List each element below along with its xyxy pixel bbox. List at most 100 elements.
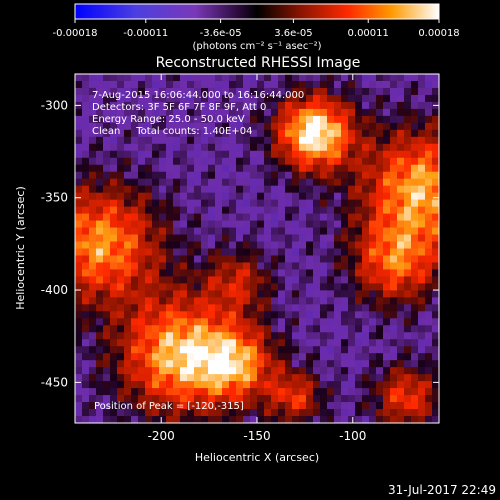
heatmap-cell	[201, 122, 209, 131]
heatmap-cell	[124, 171, 132, 180]
heatmap-cell	[341, 115, 349, 124]
heatmap-cell	[341, 388, 349, 396]
heatmap-cell	[292, 192, 300, 201]
heatmap-cell	[271, 213, 279, 221]
heatmap-cell	[117, 374, 125, 382]
heatmap-cell	[390, 129, 398, 138]
heatmap-cell	[397, 178, 405, 187]
heatmap-cell	[166, 325, 174, 333]
heatmap-cell	[383, 276, 391, 284]
heatmap-cell	[89, 339, 97, 347]
heatmap-cell	[411, 311, 419, 319]
heatmap-cell	[341, 262, 349, 270]
heatmap-cell	[110, 234, 118, 242]
heatmap-cell	[327, 220, 335, 228]
heatmap-cell	[103, 346, 111, 354]
heatmap-cell	[292, 318, 300, 326]
heatmap-cell	[117, 290, 125, 298]
heatmap-cell	[257, 339, 265, 347]
heatmap-cell	[362, 360, 370, 368]
heatmap-cell	[397, 192, 405, 201]
heatmap-cell	[278, 171, 286, 180]
heatmap-cell	[257, 269, 265, 277]
heatmap-cell	[369, 150, 377, 159]
heatmap-cell	[348, 283, 356, 291]
heatmap-cell	[243, 255, 251, 263]
heatmap-cell	[138, 374, 146, 382]
heatmap-cell	[425, 206, 433, 214]
heatmap-cell	[222, 409, 230, 417]
heatmap-cell	[208, 395, 216, 403]
heatmap-cell	[243, 150, 251, 159]
heatmap-cell	[131, 220, 139, 228]
heatmap-cell	[355, 115, 363, 124]
heatmap-cell	[208, 150, 216, 159]
heatmap-cell	[369, 269, 377, 277]
heatmap-cell	[376, 262, 384, 270]
heatmap-cell	[271, 234, 279, 242]
heatmap-cell	[194, 157, 202, 166]
heatmap-cell	[285, 395, 293, 403]
heatmap-cell	[292, 395, 300, 403]
y-axis-title: Heliocentric Y (arcsec)	[14, 186, 27, 310]
heatmap-cell	[82, 192, 90, 201]
heatmap-cell	[292, 171, 300, 180]
heatmap-cell	[180, 143, 188, 152]
heatmap-cell	[355, 178, 363, 187]
heatmap-cell	[131, 150, 139, 159]
heatmap-cell	[334, 346, 342, 354]
heatmap-cell	[243, 297, 251, 305]
heatmap-cell	[187, 346, 195, 354]
heatmap-cell	[201, 255, 209, 263]
heatmap-cell	[264, 381, 272, 389]
heatmap-cell	[138, 150, 146, 159]
heatmap-cell	[173, 234, 181, 242]
heatmap-cell	[411, 122, 419, 131]
heatmap-cell	[131, 325, 139, 333]
heatmap-cell	[89, 325, 97, 333]
heatmap-cell	[355, 297, 363, 305]
heatmap-cell	[194, 143, 202, 152]
heatmap-cell	[390, 178, 398, 187]
heatmap-cell	[236, 416, 244, 424]
y-tick-label: -400	[41, 283, 68, 297]
heatmap-cell	[229, 115, 237, 124]
annotation-detectors: Detectors: 3F 5F 6F 7F 8F 9F, Att 0	[92, 102, 266, 113]
heatmap-cell	[82, 199, 90, 208]
heatmap-cell	[159, 311, 167, 319]
heatmap-cell	[222, 360, 230, 368]
heatmap-cell	[117, 220, 125, 228]
heatmap-cell	[313, 80, 321, 89]
heatmap-cell	[166, 290, 174, 298]
heatmap-cell	[117, 346, 125, 354]
heatmap-cell	[271, 150, 279, 159]
heatmap-cell	[201, 283, 209, 291]
heatmap-cell	[173, 346, 181, 354]
heatmap-cell	[131, 206, 139, 214]
heatmap-cell	[138, 248, 146, 256]
heatmap-cell	[348, 157, 356, 166]
heatmap-cell	[425, 255, 433, 263]
heatmap-cell	[404, 367, 412, 375]
heatmap-cell	[418, 339, 426, 347]
heatmap-cell	[215, 80, 223, 89]
heatmap-cell	[376, 276, 384, 284]
heatmap-cell	[257, 255, 265, 263]
heatmap-cell	[208, 199, 216, 208]
heatmap-cell	[348, 150, 356, 159]
heatmap-cell	[306, 304, 314, 312]
heatmap-cell	[390, 136, 398, 145]
y-tick-label: -350	[41, 191, 68, 205]
heatmap-cell	[383, 269, 391, 277]
heatmap-cell	[75, 325, 83, 333]
heatmap-cell	[117, 402, 125, 410]
heatmap-cell	[145, 108, 153, 117]
heatmap-cell	[334, 395, 342, 403]
heatmap-cell	[313, 381, 321, 389]
heatmap-cell	[145, 339, 153, 347]
heatmap-cell	[124, 367, 132, 375]
heatmap-cell	[376, 129, 384, 138]
heatmap-cell	[362, 402, 370, 410]
heatmap-cell	[285, 164, 293, 173]
heatmap-cell	[299, 283, 307, 291]
